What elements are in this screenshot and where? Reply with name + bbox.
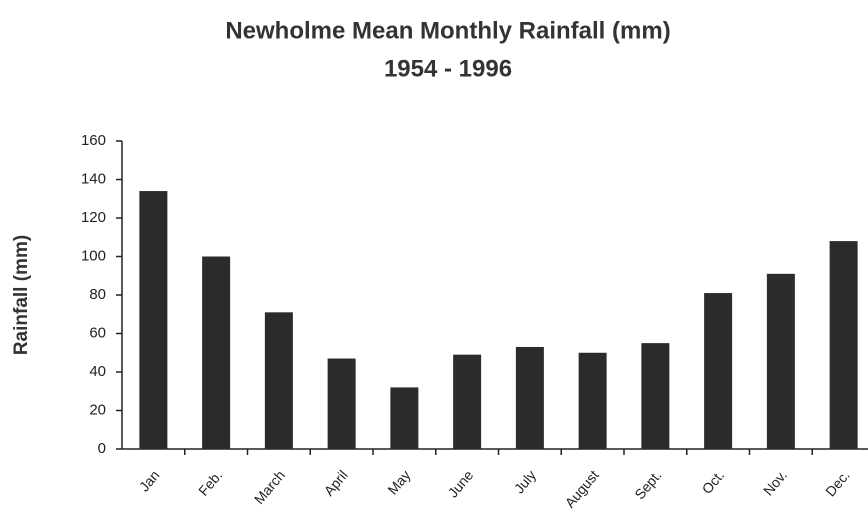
bar — [641, 343, 670, 449]
x-tick-label: May — [384, 467, 413, 498]
y-axis-label: Rainfall (mm) — [11, 235, 32, 355]
bar — [766, 273, 795, 449]
x-tick-label: Jan — [136, 467, 163, 495]
y-tick-label: 100 — [81, 247, 106, 264]
x-tick-label: Feb. — [195, 467, 225, 499]
bar — [264, 312, 293, 449]
bar — [139, 191, 168, 450]
y-tick-label: 160 — [81, 132, 106, 149]
bar — [327, 358, 356, 449]
x-tick-label: Nov. — [760, 467, 790, 499]
y-tick-label: 60 — [89, 324, 106, 341]
x-tick-label: June — [444, 467, 476, 501]
bar — [704, 293, 733, 449]
x-tick-label: March — [251, 467, 288, 507]
y-tick-label: 40 — [89, 363, 106, 380]
y-tick-label: 120 — [81, 209, 106, 226]
x-tick-label: July — [511, 467, 539, 496]
y-tick-label: 80 — [89, 286, 106, 303]
bar — [829, 241, 858, 449]
bar — [515, 346, 544, 449]
x-tick-label: Dec. — [822, 467, 853, 499]
y-tick-label: 0 — [98, 440, 106, 457]
chart-subtitle: 1954 - 1996 — [384, 55, 512, 82]
bar — [578, 352, 607, 449]
bar — [202, 256, 231, 449]
bar — [390, 387, 419, 449]
bar — [453, 354, 482, 449]
chart-title: Newholme Mean Monthly Rainfall (mm) — [225, 17, 670, 44]
x-tick-label: August — [561, 467, 601, 511]
x-tick-label: April — [320, 467, 350, 499]
x-tick-label: Sept. — [631, 467, 664, 502]
y-tick-label: 20 — [89, 401, 106, 418]
x-tick-label: Oct. — [699, 467, 728, 497]
y-tick-label: 140 — [81, 170, 106, 187]
